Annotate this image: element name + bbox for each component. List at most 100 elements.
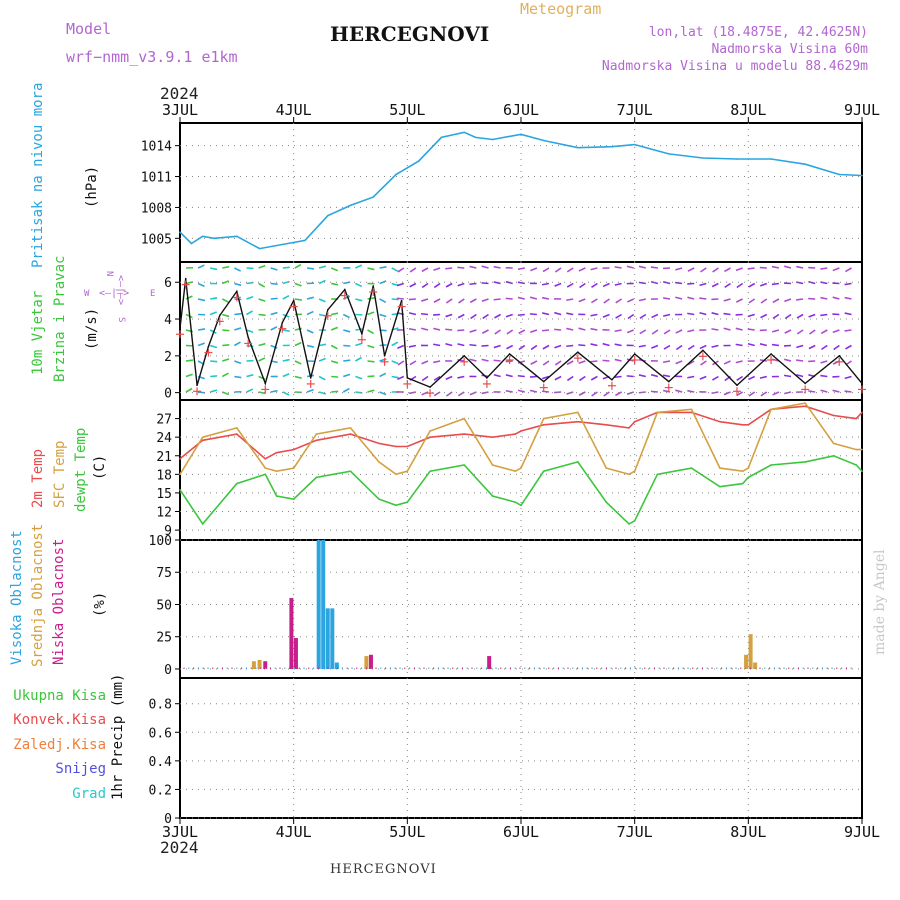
wind-vector bbox=[735, 360, 743, 364]
data-point-10m-vjetar bbox=[770, 353, 772, 355]
cloud-ytick-label: 0 bbox=[164, 663, 172, 678]
wind-vector bbox=[234, 327, 242, 331]
data-point-10m-vjetar bbox=[326, 309, 329, 311]
wind-vector bbox=[367, 389, 375, 393]
wind-ytick-label: 4 bbox=[164, 313, 172, 328]
data-point-2m-temp bbox=[463, 433, 465, 435]
wind-vector bbox=[591, 282, 598, 288]
data-point-pritisak-na-nivou-mora bbox=[804, 163, 806, 165]
wind-vector bbox=[844, 329, 852, 332]
wind-vector bbox=[481, 391, 489, 395]
wind-vector bbox=[270, 389, 278, 393]
wind-vector bbox=[590, 298, 598, 304]
wind-vector bbox=[330, 267, 338, 272]
data-point-10m-vjetar bbox=[236, 290, 238, 293]
wind-vector bbox=[845, 344, 852, 350]
wind-vector bbox=[566, 298, 574, 302]
data-point-10m-vjetar bbox=[861, 382, 863, 385]
wind-vector bbox=[723, 391, 731, 396]
wind-vector bbox=[529, 313, 537, 316]
wind-vector bbox=[379, 298, 387, 303]
wind-vector bbox=[699, 297, 707, 300]
wind-vector bbox=[844, 375, 852, 380]
wind-vector bbox=[222, 343, 230, 347]
wind-vector bbox=[602, 359, 610, 362]
wind-vector bbox=[687, 312, 695, 316]
wind-vector bbox=[578, 344, 586, 347]
model-elevation-text: Nadmorska Visina u modelu 88.4629m bbox=[601, 59, 868, 74]
wind-vector bbox=[420, 312, 429, 316]
data-point-2m-temp bbox=[861, 411, 863, 414]
wind-vector bbox=[687, 389, 695, 393]
data-point-dewpt-temp bbox=[656, 473, 659, 476]
wind-vector bbox=[408, 344, 417, 348]
wind-vector bbox=[481, 282, 489, 285]
data-point-10m-vjetar bbox=[611, 378, 613, 381]
data-point-dewpt-temp bbox=[832, 454, 835, 457]
wind-vector bbox=[197, 264, 205, 269]
wind-vector bbox=[699, 375, 707, 380]
data-point-dewpt-temp bbox=[236, 482, 238, 485]
wind-vector bbox=[408, 327, 417, 331]
wind-vector bbox=[505, 389, 513, 393]
wind-vector bbox=[615, 313, 623, 319]
wind-vector bbox=[554, 360, 562, 366]
data-point-2m-temp bbox=[542, 423, 545, 426]
wind-vector bbox=[391, 360, 399, 365]
data-point-pritisak-na-nivou-mora bbox=[190, 242, 193, 245]
wind-vector bbox=[433, 298, 441, 303]
wind-vector bbox=[711, 328, 719, 331]
precip-ytick-label: 0 bbox=[164, 812, 172, 827]
data-point-dewpt-temp bbox=[520, 504, 522, 507]
wind-vector bbox=[541, 282, 550, 286]
wind-vector bbox=[735, 267, 743, 272]
data-point-2m-temp bbox=[264, 458, 267, 460]
wind-vector bbox=[748, 375, 756, 381]
data-point-sfc-temp bbox=[236, 427, 238, 429]
wind-vector bbox=[566, 312, 574, 316]
data-point-pritisak-na-nivou-mora bbox=[349, 204, 352, 207]
data-point-10m-vjetar bbox=[508, 353, 511, 355]
wind-vector bbox=[820, 360, 828, 364]
wind-vector bbox=[626, 265, 634, 269]
wind-vector bbox=[367, 311, 375, 316]
wind-vector bbox=[578, 391, 586, 396]
cloud-panel-frame bbox=[179, 539, 863, 679]
wind-vector bbox=[627, 298, 635, 303]
wind-vector bbox=[796, 344, 804, 349]
wind-vector bbox=[517, 267, 525, 271]
data-point-sfc-temp bbox=[463, 417, 465, 420]
wind-vector bbox=[343, 373, 351, 378]
series-line-2m-temp bbox=[179, 405, 863, 460]
precip-snow-label: Snijeg bbox=[55, 761, 106, 777]
wind-vector bbox=[530, 344, 538, 351]
wind-vector bbox=[210, 267, 218, 271]
cloud-bar bbox=[744, 654, 749, 669]
time-tick-label-top: 4JUL bbox=[276, 101, 312, 119]
wind-vector bbox=[736, 282, 744, 289]
data-point-2m-temp bbox=[292, 448, 295, 451]
wind-vector bbox=[469, 298, 477, 304]
wind-vector bbox=[603, 298, 610, 304]
wind-vector bbox=[662, 360, 671, 364]
data-point-dewpt-temp bbox=[690, 467, 693, 469]
temp-ytick-label: 15 bbox=[156, 487, 172, 502]
wind-vector bbox=[469, 343, 477, 347]
wind-vector bbox=[481, 344, 489, 347]
time-tick-label-top: 5JUL bbox=[389, 101, 425, 119]
wind-vector bbox=[318, 391, 327, 395]
wind-vector bbox=[494, 313, 501, 319]
wind-vector bbox=[541, 390, 550, 393]
wind-vector bbox=[457, 343, 465, 347]
wind-vector bbox=[445, 342, 453, 347]
wind-vector bbox=[699, 311, 707, 316]
data-point-dewpt-temp bbox=[741, 482, 744, 485]
data-point-sfc-temp bbox=[406, 470, 409, 473]
data-point-sfc-temp bbox=[628, 473, 630, 476]
wind-vector bbox=[844, 312, 852, 316]
cloud-bar bbox=[325, 608, 330, 669]
wind-vector bbox=[457, 313, 465, 319]
wind-vector bbox=[784, 265, 792, 269]
data-point-sfc-temp bbox=[395, 473, 397, 476]
data-point-2m-temp bbox=[719, 420, 721, 423]
